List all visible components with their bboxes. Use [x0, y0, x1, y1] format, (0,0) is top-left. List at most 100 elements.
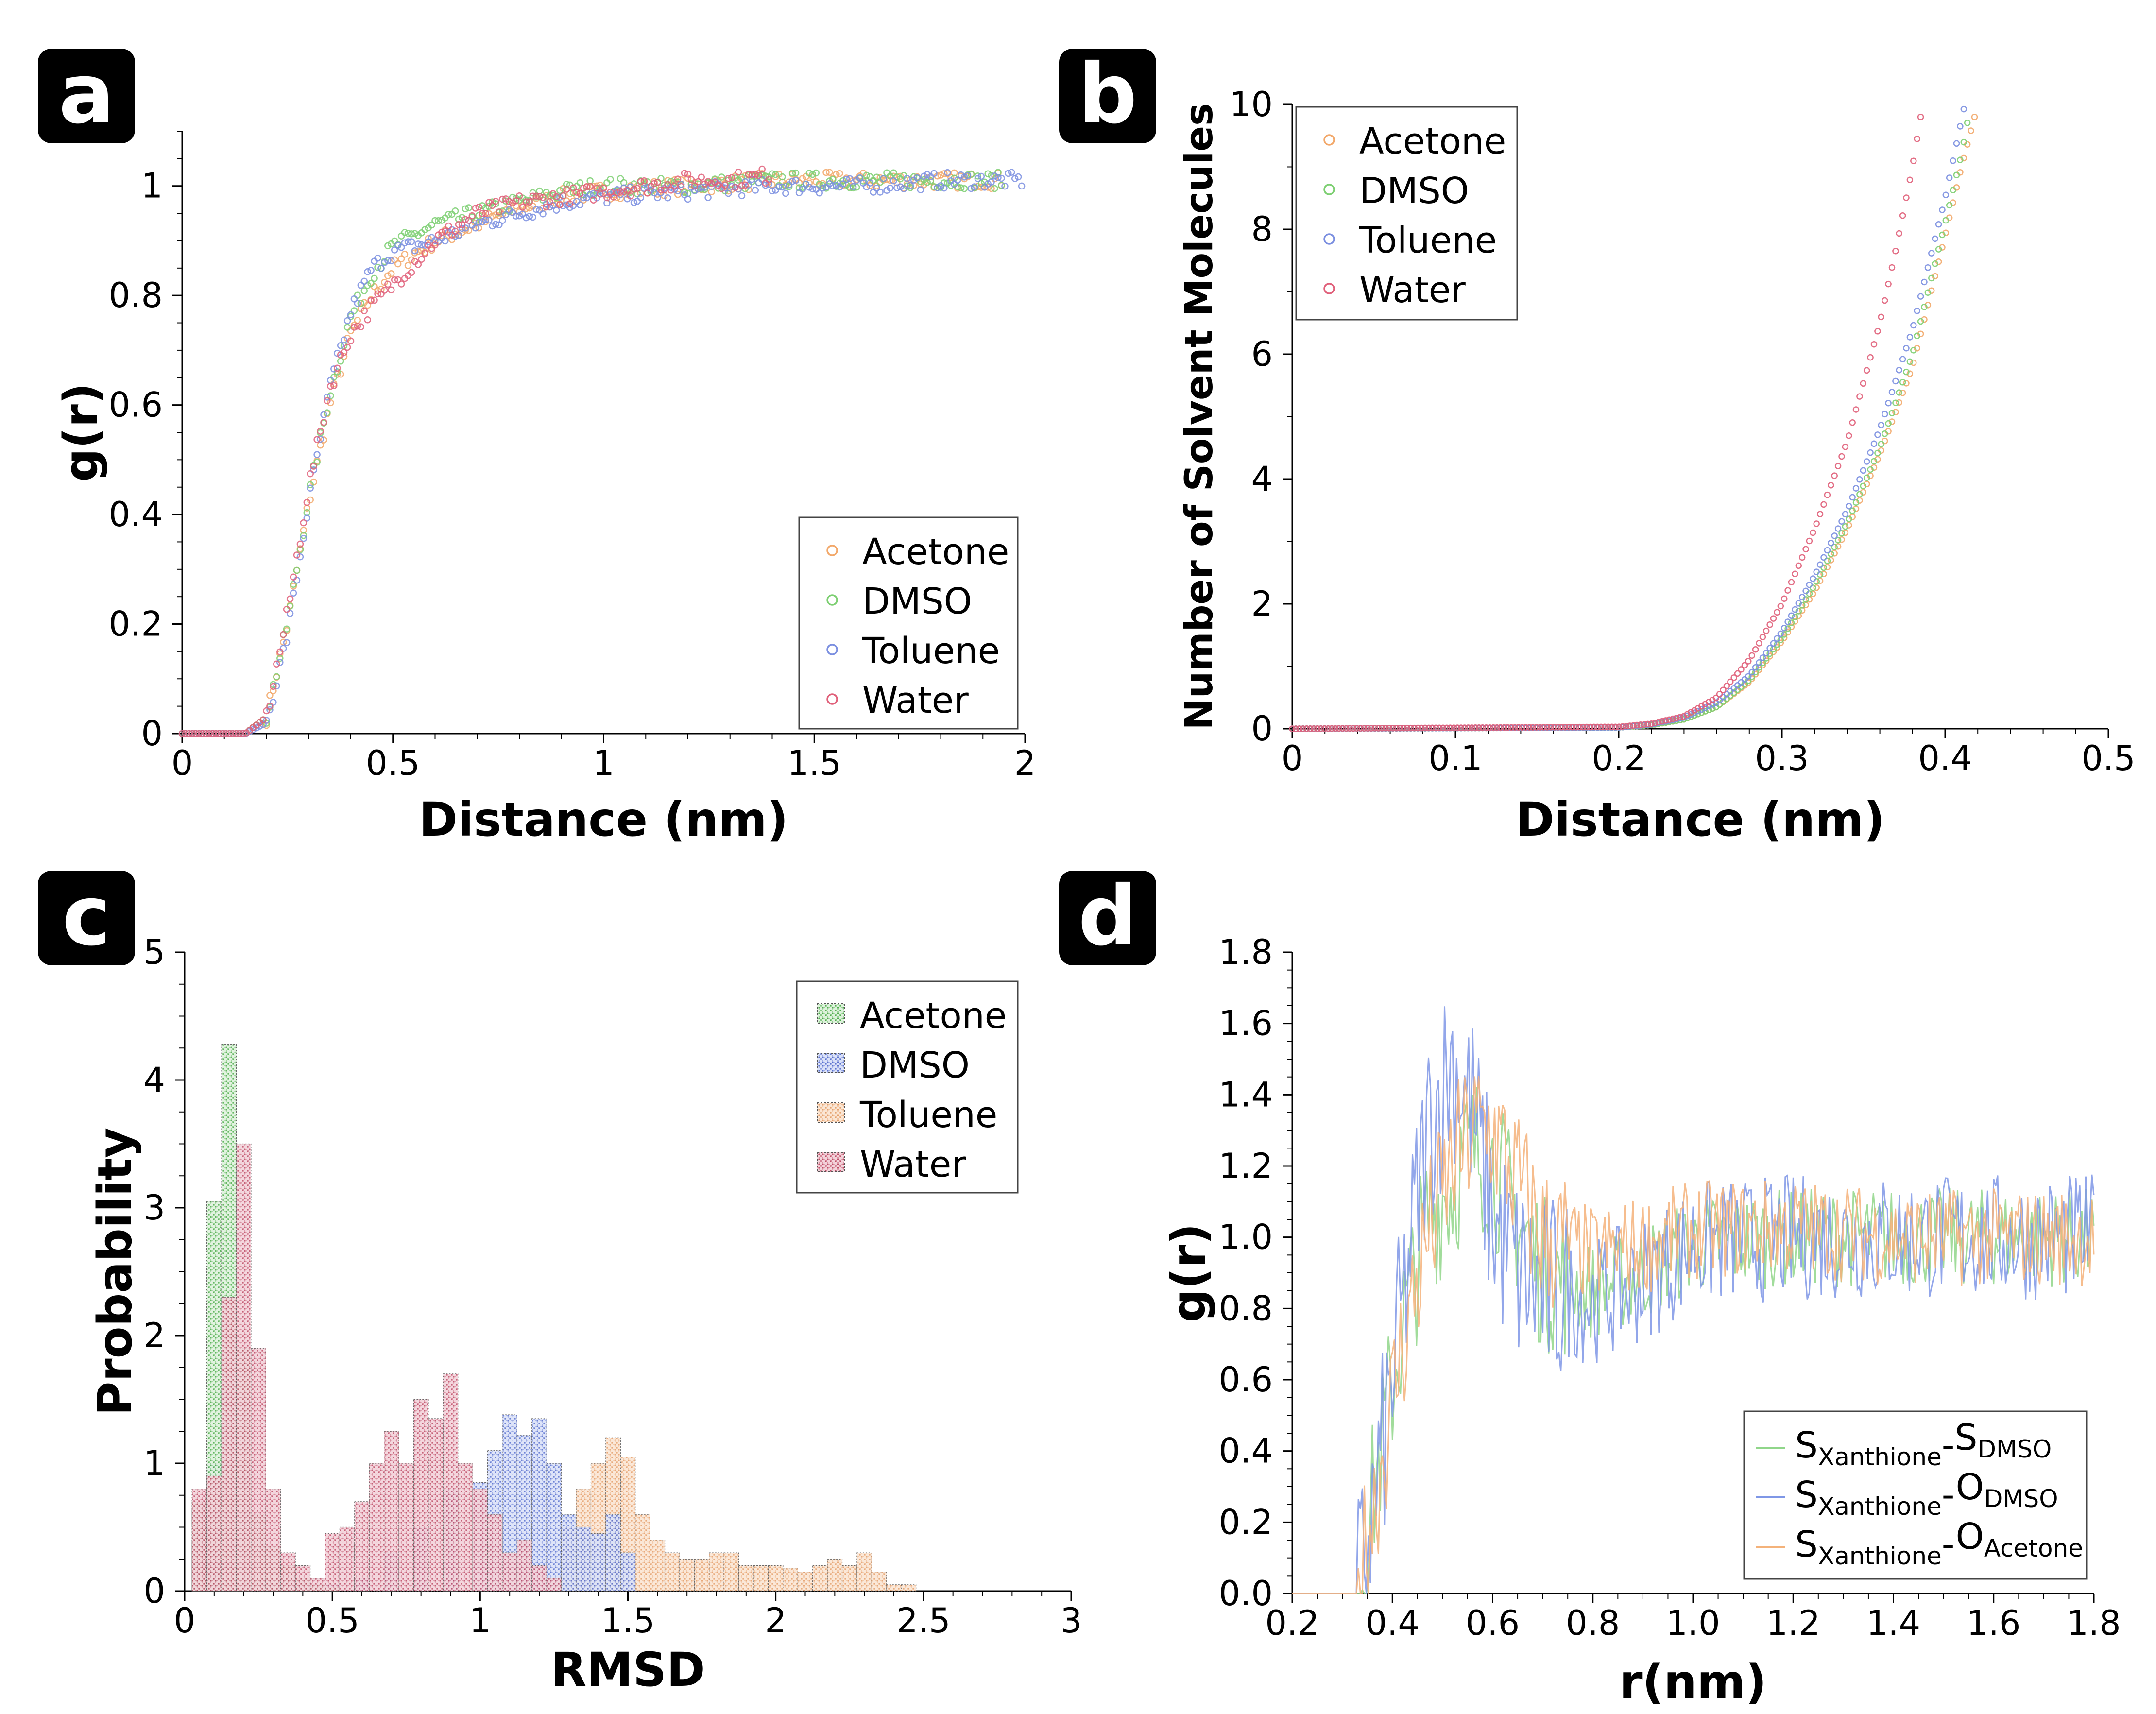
- data-point: [1946, 174, 1953, 181]
- data-point: [1885, 399, 1892, 407]
- histogram-bar: [561, 1514, 577, 1592]
- data-point: [1005, 170, 1012, 177]
- histogram-bar: [531, 1565, 547, 1592]
- data-point: [1939, 206, 1946, 213]
- data-point: [721, 181, 729, 189]
- data-point: [1698, 709, 1705, 716]
- data-point: [1856, 393, 1863, 400]
- data-point: [492, 200, 499, 207]
- data-point: [367, 280, 375, 287]
- data-point: [296, 553, 304, 561]
- data-point: [981, 178, 988, 186]
- data-point: [708, 183, 715, 190]
- data-point: [1950, 157, 1956, 164]
- data-point: [276, 659, 284, 666]
- data-point: [573, 189, 581, 196]
- data-point: [1892, 377, 1899, 385]
- data-point: [526, 198, 533, 206]
- data-point: [1659, 718, 1666, 725]
- y-tick-label: 0.8: [1219, 1288, 1273, 1328]
- data-point: [1375, 725, 1382, 732]
- data-point: [1501, 724, 1507, 731]
- data-point: [1960, 105, 1968, 113]
- data-point: [903, 174, 911, 182]
- series-water: [1289, 113, 1924, 732]
- data-point: [765, 180, 772, 188]
- data-point: [1698, 706, 1705, 713]
- x-tick-label: 0.2: [1591, 738, 1645, 778]
- data-point: [1001, 182, 1009, 190]
- data-point: [290, 581, 297, 588]
- data-point: [337, 342, 344, 349]
- data-point: [576, 179, 584, 187]
- data-point: [1443, 724, 1450, 731]
- data-point: [532, 206, 540, 213]
- data-point: [1314, 725, 1321, 732]
- data-point: [367, 297, 375, 305]
- data-point: [1939, 231, 1946, 239]
- data-point: [795, 184, 803, 191]
- data-point: [1795, 562, 1802, 569]
- data-point: [1770, 615, 1777, 622]
- data-point: [1816, 561, 1824, 568]
- data-point: [1748, 652, 1755, 659]
- data-point: [421, 250, 428, 257]
- data-point: [1824, 564, 1831, 570]
- data-point: [566, 190, 574, 197]
- data-point: [677, 183, 685, 190]
- x-tick-label: 0.5: [2081, 738, 2135, 778]
- data-point: [391, 246, 398, 254]
- data-point: [616, 175, 624, 182]
- data-point: [731, 184, 739, 191]
- data-point: [354, 316, 361, 324]
- data-point: [266, 692, 274, 699]
- data-point: [748, 171, 756, 178]
- data-point: [556, 201, 564, 208]
- data-point: [593, 184, 600, 192]
- data-point: [1766, 621, 1773, 628]
- data-point: [1834, 537, 1842, 544]
- data-point: [1784, 625, 1791, 632]
- data-point: [1852, 485, 1860, 492]
- data-point: [614, 186, 621, 193]
- legend-symbol: S: [1795, 1424, 1818, 1466]
- x-tick-label: 1: [593, 743, 615, 783]
- data-point: [1834, 463, 1842, 470]
- data-point: [411, 247, 419, 255]
- data-point: [623, 187, 631, 194]
- data-point: [674, 187, 682, 194]
- data-point: [681, 170, 688, 177]
- data-point: [546, 198, 553, 206]
- data-point: [307, 484, 314, 492]
- data-point: [887, 176, 894, 184]
- data-point: [1655, 719, 1662, 726]
- data-point: [1439, 724, 1447, 731]
- data-point: [290, 573, 297, 581]
- data-point: [350, 295, 358, 303]
- data-point: [718, 183, 725, 190]
- data-point: [944, 169, 951, 176]
- x-tick-label: 0: [171, 743, 193, 783]
- legend-marker: [1323, 283, 1335, 294]
- data-point: [529, 213, 537, 221]
- data-point: [465, 217, 473, 224]
- data-point: [425, 235, 432, 242]
- data-point: [515, 212, 523, 220]
- y-tick-label: 0: [143, 1571, 165, 1611]
- data-point: [502, 206, 510, 214]
- legend-symbol: S: [1955, 1417, 1978, 1458]
- data-point: [738, 192, 746, 200]
- data-point: [1910, 322, 1917, 329]
- data-point: [236, 730, 243, 737]
- histogram-bar: [325, 1533, 340, 1592]
- data-point: [1888, 264, 1896, 271]
- data-point: [829, 182, 837, 189]
- data-point: [718, 173, 725, 181]
- data-point: [1490, 724, 1497, 731]
- data-point: [343, 324, 351, 331]
- data-point: [681, 189, 688, 196]
- data-point: [988, 185, 995, 192]
- data-point: [360, 287, 368, 294]
- data-point: [401, 229, 409, 236]
- data-point: [1910, 347, 1917, 354]
